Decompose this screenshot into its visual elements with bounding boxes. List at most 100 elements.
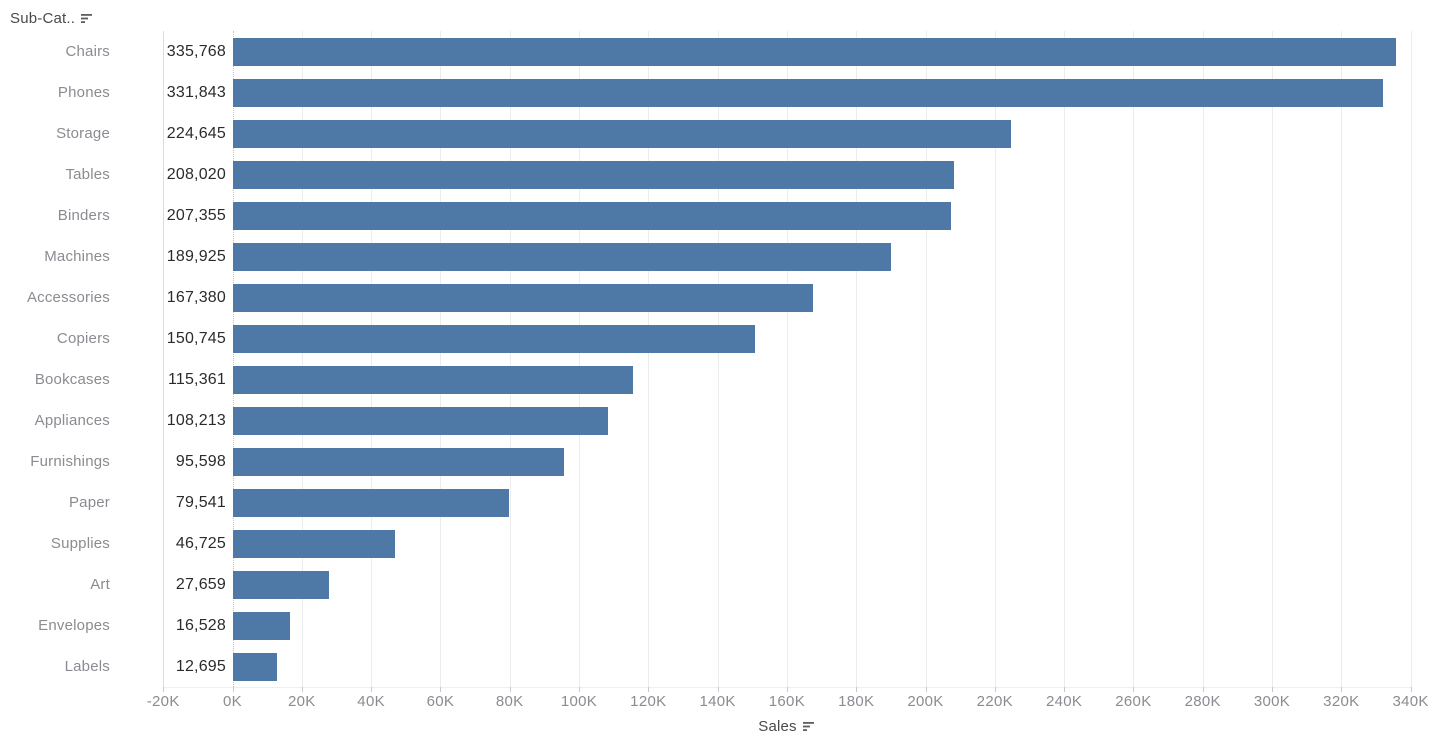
axis-tick-mark [1202,687,1204,692]
bar[interactable] [233,652,277,681]
bar-value-label: 208,020 [166,166,226,183]
bar-value-label: 27,659 [175,576,226,593]
axis-tick-mark [301,687,303,692]
bar[interactable] [233,242,892,271]
bar-value-label: 115,361 [167,371,226,388]
gridline [1202,31,1204,687]
bar[interactable] [233,365,633,394]
axis-tick-label: 140K [699,693,736,710]
bar-value-label: 150,745 [166,330,226,347]
bar[interactable] [233,324,756,353]
x-axis-title-label[interactable]: Sales [758,718,797,735]
category-label[interactable]: Phones [57,84,110,101]
axis-tick-label: 100K [560,693,598,710]
axis-tick-mark [371,687,373,692]
bar[interactable] [233,570,329,599]
axis-tick-label: 340K [1392,693,1429,710]
gridline [717,31,719,687]
axis-tick-label: 180K [838,693,875,710]
axis-tick-label: 200K [907,693,944,710]
bar-value-label: 224,645 [166,125,226,142]
bar[interactable] [233,447,565,476]
bar[interactable] [233,160,954,189]
axis-tick-mark [1341,687,1343,692]
bar-value-label: 95,598 [175,453,226,470]
bar-value-label: 108,213 [166,412,226,429]
axis-tick-label: 40K [357,693,385,710]
bar-value-label: 207,355 [166,207,226,224]
category-label[interactable]: Copiers [56,330,110,347]
axis-tick-label: 260K [1115,693,1152,710]
bar-value-label: 12,695 [175,658,226,675]
sort-descending-icon[interactable] [802,721,816,732]
bar[interactable] [233,529,395,558]
category-label[interactable]: Furnishings [30,453,110,470]
zero-gridline [232,31,234,687]
bar-value-label: 16,528 [175,617,226,634]
category-label[interactable]: Labels [64,658,110,675]
category-label[interactable]: Art [90,576,110,593]
gridline [301,31,303,687]
bar-value-label: 331,843 [166,84,226,101]
gridline [1064,31,1066,687]
axis-tick-mark [648,687,650,692]
axis-tick-mark [994,687,996,692]
axis-tick-label: 320K [1323,693,1360,710]
bar[interactable] [233,37,1397,66]
axis-tick-mark [1410,687,1412,692]
axis-tick-mark [717,687,719,692]
gridline [925,31,927,687]
category-label[interactable]: Envelopes [38,617,110,634]
gridline [648,31,650,687]
row-header[interactable]: Sub-Cat.. [10,10,94,27]
category-label[interactable]: Bookcases [34,371,110,388]
gridline [163,31,165,687]
bar[interactable] [233,201,952,230]
x-axis-title[interactable]: Sales [163,718,1411,735]
axis-tick-mark [509,687,511,692]
bar[interactable] [233,78,1383,107]
sort-descending-icon[interactable] [81,13,94,24]
category-label[interactable]: Paper [68,494,110,511]
category-label[interactable]: Accessories [26,289,110,306]
bar-value-label: 167,380 [166,289,226,306]
category-label[interactable]: Binders [57,207,110,224]
axis-tick-label: 300K [1253,693,1291,710]
axis-tick-mark [925,687,927,692]
bar-value-label: 335,768 [166,43,226,60]
category-label[interactable]: Chairs [65,43,110,60]
gridline [1341,31,1343,687]
axis-tick-label: 240K [1045,693,1083,710]
category-label[interactable]: Appliances [34,412,110,429]
axis-tick-label: 160K [768,693,805,710]
axis-tick-mark [579,687,580,692]
gridline [856,31,858,687]
axis-tick-mark [1064,687,1066,692]
bar-value-label: 46,725 [175,535,226,552]
category-label[interactable]: Tables [65,166,110,183]
bar[interactable] [233,119,1012,148]
gridline [440,31,442,687]
bar[interactable] [233,406,608,435]
category-label[interactable]: Storage [56,125,110,142]
gridline [509,31,511,687]
bar[interactable] [233,611,291,640]
category-label[interactable]: Supplies [50,535,110,552]
axis-tick-mark [786,687,788,692]
bar[interactable] [233,283,813,312]
gridline [1133,31,1135,687]
axis-tick-label: 280K [1184,693,1221,710]
category-label[interactable]: Machines [44,248,110,265]
axis-tick-mark [1133,687,1135,692]
row-header-label[interactable]: Sub-Cat.. [10,10,76,27]
axis-tick-label: 60K [426,693,455,710]
bar[interactable] [233,488,509,517]
gridline [994,31,996,687]
axis-tick-mark [1272,687,1273,692]
bar-value-label: 189,925 [166,248,226,265]
bar-value-label: 79,541 [175,494,226,511]
axis-tick-label: -20K [146,693,180,710]
axis-tick-label: 80K [495,693,524,710]
axis-tick-label: 220K [976,693,1013,710]
